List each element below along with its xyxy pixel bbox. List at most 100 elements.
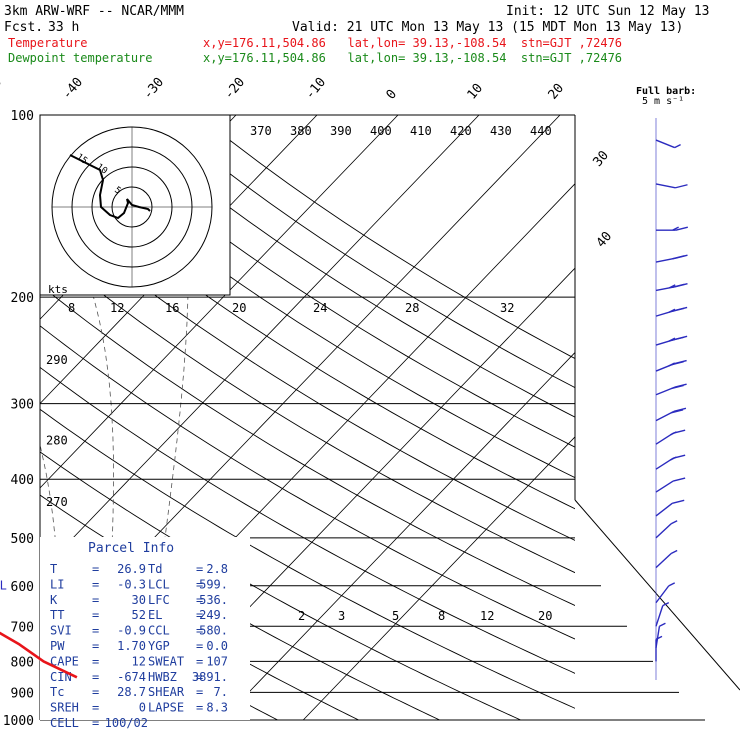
parcel-equals: = (92, 639, 99, 653)
parcel-equals: = (196, 685, 203, 699)
parcel-info-row: CELL = 100/02 (50, 716, 148, 730)
speed-label: 24 (313, 301, 327, 315)
isotherm-line (302, 436, 575, 720)
theta-label: 280 (46, 434, 68, 448)
isotherm-tick-label: -30 (141, 75, 168, 103)
hodograph: kts 15 10 5 (39, 114, 231, 296)
isotherm-line (221, 351, 575, 720)
speed-label: 12 (110, 301, 124, 315)
theta-label: 290 (46, 353, 68, 367)
parcel-equals: = (196, 608, 203, 622)
dry-adiabat (40, 366, 575, 674)
theta-e-label: 410 (410, 124, 432, 138)
parcel-value: 249. (199, 608, 228, 622)
isotherm-tick-label: -40 (60, 75, 87, 103)
parcel-equals: = (196, 670, 203, 684)
parcel-label: SVI (50, 624, 72, 638)
parcel-label: LFC (148, 593, 170, 607)
pressure-tick-label: 700 (11, 620, 34, 635)
isotherm-line (40, 115, 399, 489)
parcel-equals: = (196, 593, 203, 607)
mixing-ratio-labels: 2 3 5 8 12 20 (298, 609, 552, 623)
dry-adiabat (40, 408, 575, 709)
dry-adiabat (40, 163, 575, 510)
wind-barb (655, 183, 688, 189)
parcel-label: TT (50, 608, 64, 622)
dewpoint-location: x,y=176.11,504.86 lat,lon= 39.13,-108.54… (203, 51, 622, 65)
parcel-info-panel: Parcel Info T = 26.9 Td = 2.8LI = -0.3 LCL =599.K… (40, 537, 250, 730)
parcel-value: 3891. (192, 670, 228, 684)
parcel-label: SREH (50, 701, 79, 715)
parcel-equals: = (92, 593, 99, 607)
wind-barb (655, 454, 686, 470)
parcel-equals: = (92, 716, 99, 730)
theta-e-label: 380 (290, 124, 312, 138)
parcel-equals: = (196, 654, 203, 668)
parcel-equals: = (196, 577, 203, 591)
parcel-equals: = (92, 654, 99, 668)
isotherm-tick-label: 40 (594, 229, 616, 251)
isotherm-line (40, 115, 480, 573)
parcel-info-row: PW = 1.70 YGP = 0.0 (50, 639, 228, 653)
temperature-legend: Temperature (8, 36, 87, 50)
mixing-ratio-label: 12 (480, 609, 494, 623)
speed-label: 20 (232, 301, 246, 315)
dry-adiabat (40, 284, 575, 606)
hodograph-trace (69, 154, 151, 220)
dry-adiabat (40, 123, 575, 479)
parcel-label: Tc (50, 685, 64, 699)
isotherm-tick-label: -20 (222, 75, 249, 103)
dry-adiabat (71, 115, 575, 448)
parcel-label: YGP (148, 639, 170, 653)
wind-barb (656, 226, 688, 231)
pressure-tick-label: 800 (11, 655, 34, 670)
theta-e-label: 440 (530, 124, 552, 138)
dry-adiabat (155, 115, 575, 389)
speed-label: 32 (500, 301, 514, 315)
theta-e-label: 420 (450, 124, 472, 138)
parcel-value: -674 (117, 670, 146, 684)
parcel-value: 12 (132, 654, 146, 668)
parcel-info-row: K = 30 LFC =536. (50, 593, 228, 607)
isotherm-tick-label: 30 (590, 148, 612, 170)
mixing-ratio-label: 2 (298, 609, 305, 623)
theta-e-label: 370 (250, 124, 272, 138)
parcel-label: LCL (148, 577, 170, 591)
theta-e-label: 430 (490, 124, 512, 138)
parcel-label: Td (148, 562, 162, 576)
parcel-value: 8.3 (206, 701, 228, 715)
parcel-equals: = (196, 562, 203, 576)
background-grid (40, 115, 575, 720)
parcel-info-title: Parcel Info (88, 541, 174, 556)
theta-e-label: 390 (330, 124, 352, 138)
wind-barb (655, 359, 687, 372)
parcel-label: CAPE (50, 654, 79, 668)
hodograph-ring-label: 5 (112, 185, 122, 196)
wind-barb (655, 499, 685, 517)
parcel-equals: = (196, 701, 203, 715)
pressure-tick-label: 600 (11, 580, 34, 595)
wind-barb-legend-title: Full barb: (636, 86, 696, 97)
dewpoint-legend: Dewpoint temperature (8, 51, 153, 65)
parcel-label: K (50, 593, 58, 607)
dry-adiabat (40, 243, 575, 574)
parcel-label: PW (50, 639, 65, 653)
parcel-equals: = (92, 577, 99, 591)
pressure-tick-label: 1000 (3, 714, 34, 729)
parcel-label: EL (148, 608, 162, 622)
wind-barb (655, 407, 687, 422)
axis-labels: 1002003004005006007008009001000-80-70-60… (0, 75, 615, 729)
pressure-tick-label: 100 (11, 109, 34, 124)
parcel-value: 599. (199, 577, 228, 591)
wind-barb (655, 429, 686, 445)
frame-diagonal (574, 499, 740, 691)
parcel-value: 100/02 (105, 716, 148, 730)
wind-barb (655, 335, 688, 346)
dry-adiabat (40, 325, 575, 640)
parcel-value: 52 (132, 608, 146, 622)
parcel-info-row: CAPE = 12 SWEAT = 107 (50, 654, 228, 668)
wind-barb (655, 139, 681, 149)
level-annotations: <-EL<-LFC<-LCLLCL-> (0, 578, 7, 592)
parcel-label: LI (50, 577, 64, 591)
